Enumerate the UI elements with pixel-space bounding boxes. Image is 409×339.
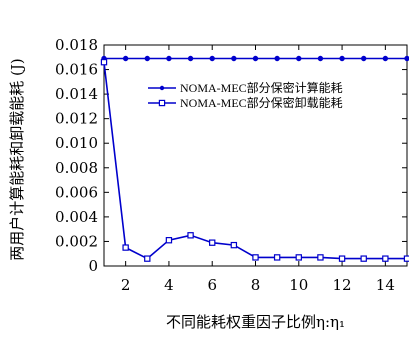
- data-point: [144, 55, 150, 62]
- data-point: [382, 255, 389, 262]
- data-point: [317, 254, 324, 261]
- y-axis-ticks: 0 0.002 0.004 0.006 0.008 0.010 0.012 0.014 0.01…: [55, 36, 407, 275]
- y-tick-label: 0: [88, 257, 98, 275]
- data-point: [360, 255, 367, 262]
- x-tick-label: 10: [289, 276, 308, 294]
- x-tick-label: 8: [251, 276, 261, 294]
- data-point: [317, 55, 324, 62]
- x-tick-label: 4: [164, 276, 174, 294]
- x-axis-ticks: 2 4 6 8 10 12 14: [121, 45, 395, 294]
- y-tick-label: 0.010: [55, 134, 98, 152]
- data-point: [209, 55, 215, 62]
- data-point: [209, 239, 216, 246]
- data-point: [252, 254, 259, 261]
- y-tick-label: 0.014: [55, 85, 98, 103]
- data-point: [100, 58, 108, 66]
- data-point: [273, 254, 281, 261]
- data-point: [187, 232, 194, 239]
- y-tick-label: 0.012: [55, 110, 98, 128]
- series-layer: [100, 55, 409, 262]
- data-point: [296, 55, 302, 62]
- plot-frame: [103, 44, 408, 267]
- x-axis-label: 不同能耗权重因子比例η:η₁: [166, 313, 345, 331]
- y-tick-label: 0.018: [55, 36, 98, 54]
- data-point: [295, 254, 302, 261]
- data-point: [187, 55, 194, 62]
- data-point: [361, 55, 367, 62]
- data-point: [404, 55, 409, 62]
- y-axis-label: 两用户计算能耗和卸载能耗 (J): [8, 58, 26, 261]
- y-tick-label: 0.006: [55, 183, 98, 201]
- data-point: [166, 55, 172, 62]
- y-tick-label: 0.004: [55, 208, 98, 226]
- legend-item: NOMA-MEC部分保密卸载能耗: [148, 95, 343, 110]
- data-point: [122, 55, 129, 62]
- data-point: [122, 244, 129, 251]
- data-point: [231, 55, 237, 62]
- plot-area: [103, 44, 408, 267]
- legend-marker: [159, 85, 165, 91]
- data-point: [382, 55, 389, 62]
- data-point: [338, 255, 346, 262]
- legend-label: NOMA-MEC部分保密卸载能耗: [180, 95, 343, 110]
- legend-marker: [158, 99, 166, 107]
- y-tick-label: 0.016: [55, 61, 98, 79]
- data-point: [403, 255, 409, 262]
- data-point: [230, 241, 238, 249]
- legend-label: NOMA-MEC部分保密计算能耗: [180, 80, 343, 95]
- data-point: [165, 237, 173, 244]
- y-tick-label: 0.002: [55, 232, 98, 250]
- x-tick-label: 12: [333, 276, 352, 294]
- legend-item: NOMA-MEC部分保密计算能耗: [148, 80, 343, 95]
- series-1: [101, 55, 409, 62]
- series-2: [100, 58, 409, 262]
- data-point: [339, 55, 345, 62]
- data-point: [144, 255, 151, 262]
- x-tick-label: 14: [376, 276, 395, 294]
- x-tick-label: 6: [207, 276, 217, 294]
- data-point: [252, 55, 259, 62]
- y-tick-label: 0.008: [55, 159, 98, 177]
- x-tick-label: 2: [121, 276, 131, 294]
- data-point: [274, 55, 280, 62]
